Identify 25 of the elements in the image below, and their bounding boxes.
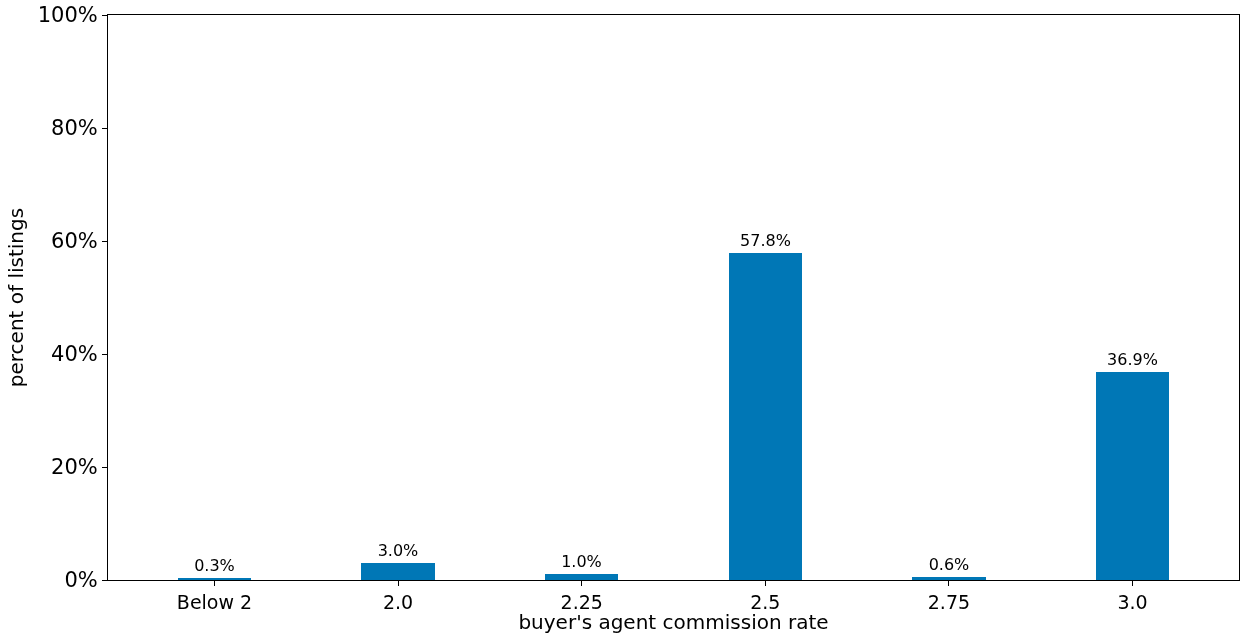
x-tick-label: 3.0 xyxy=(1117,590,1148,613)
x-axis-title: buyer's agent commission rate xyxy=(518,610,829,634)
y-tick-label: 20% xyxy=(51,455,98,480)
x-tick-label: 2.5 xyxy=(750,590,781,613)
data-label: 3.0% xyxy=(377,541,419,560)
data-label: 0.6% xyxy=(928,555,970,574)
y-tick-label: 100% xyxy=(37,3,98,28)
x-tick-label: 2.75 xyxy=(927,590,971,613)
bar xyxy=(361,563,435,580)
bar xyxy=(912,577,986,580)
x-tick-label: 2.0 xyxy=(382,590,414,613)
bar xyxy=(1096,372,1169,580)
data-label: 1.0% xyxy=(561,552,602,571)
bar xyxy=(729,253,802,580)
data-label: 0.3% xyxy=(194,556,235,575)
data-label: 36.9% xyxy=(1107,350,1158,369)
y-tick-label: 40% xyxy=(51,342,98,367)
bar xyxy=(545,574,618,580)
y-axis-title: percent of listings xyxy=(4,207,29,388)
x-tick-label: Below 2 xyxy=(176,590,253,613)
data-label: 57.8% xyxy=(740,231,791,250)
y-tick-label: 60% xyxy=(51,229,98,254)
y-tick-label: 80% xyxy=(51,116,98,141)
y-tick-label: 0% xyxy=(64,568,98,593)
x-tick-label: 2.25 xyxy=(560,590,603,613)
